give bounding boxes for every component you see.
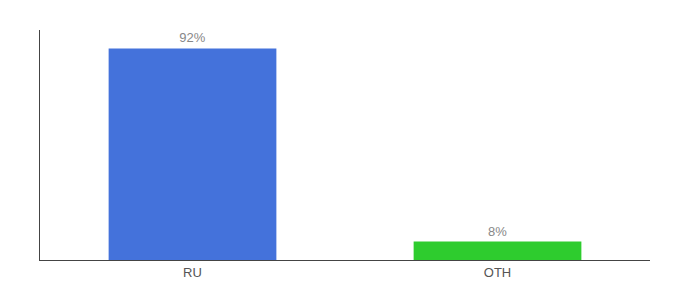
svg-text:RU: RU bbox=[183, 265, 202, 280]
svg-text:OTH: OTH bbox=[484, 265, 511, 280]
svg-text:8%: 8% bbox=[488, 224, 507, 239]
svg-text:92%: 92% bbox=[179, 30, 205, 45]
